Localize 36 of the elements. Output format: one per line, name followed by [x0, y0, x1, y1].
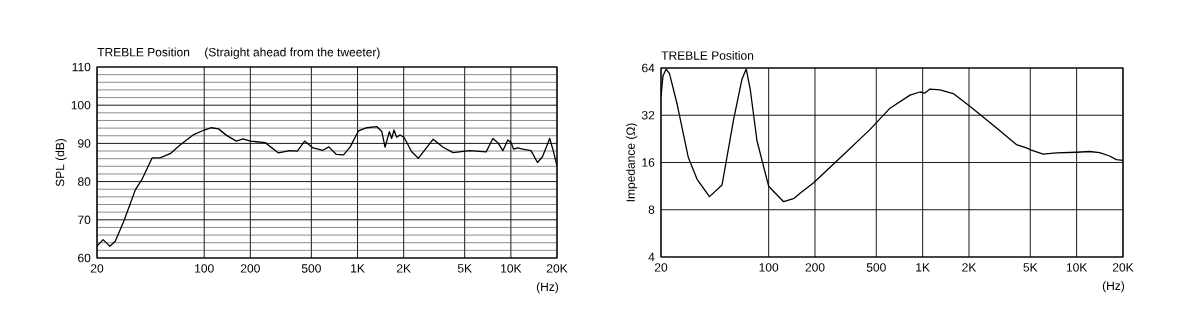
x-axis-title: (Hz): [536, 282, 559, 294]
x-tick-label: 1K: [351, 264, 365, 273]
x-tick-label: 2K: [396, 264, 411, 273]
y-tick-label: 16: [642, 158, 655, 167]
y-tick-label: 90: [78, 139, 91, 148]
y-tick-label: 32: [641, 111, 655, 120]
x-tick-label: 500: [866, 263, 886, 272]
y-tick-label: 100: [71, 100, 91, 110]
x-tick-label: 20: [90, 264, 104, 273]
y-tick-label: 8: [648, 205, 655, 214]
x-axis-title: (Hz): [1102, 281, 1125, 293]
y-tick-label: 4: [648, 252, 655, 262]
x-tick-label: 5K: [457, 264, 472, 273]
y-tick-label: 80: [77, 177, 91, 186]
x-tick-label: 10K: [501, 264, 522, 273]
y-axis-title: SPL (dB): [55, 138, 67, 187]
x-tick-label: 1K: [916, 263, 930, 272]
y-tick-label: 60: [78, 253, 91, 263]
y-axis-title: Impedance (Ω): [626, 123, 638, 202]
y-tick-label: 64: [642, 63, 655, 73]
x-tick-label: 20K: [546, 264, 568, 273]
x-tick-label: 500: [301, 264, 321, 273]
y-tick-label: 110: [72, 62, 91, 72]
x-tick-label: 20: [654, 263, 668, 272]
x-tick-label: 2K: [962, 263, 977, 272]
x-tick-label: 10K: [1066, 263, 1088, 272]
x-tick-label: 5K: [1023, 263, 1038, 272]
chart-subtitle: (Straight ahead from the tweeter): [205, 47, 380, 59]
chart-title: TREBLE Position: [661, 50, 754, 60]
x-tick-label: 100: [759, 263, 779, 272]
y-tick-label: 70: [78, 215, 91, 225]
x-tick-label: 200: [805, 263, 825, 272]
x-tick-label: 20K: [1112, 263, 1134, 272]
x-tick-label: 200: [240, 264, 260, 273]
chart-title: TREBLE Position: [97, 47, 190, 57]
x-tick-label: 100: [195, 264, 214, 273]
